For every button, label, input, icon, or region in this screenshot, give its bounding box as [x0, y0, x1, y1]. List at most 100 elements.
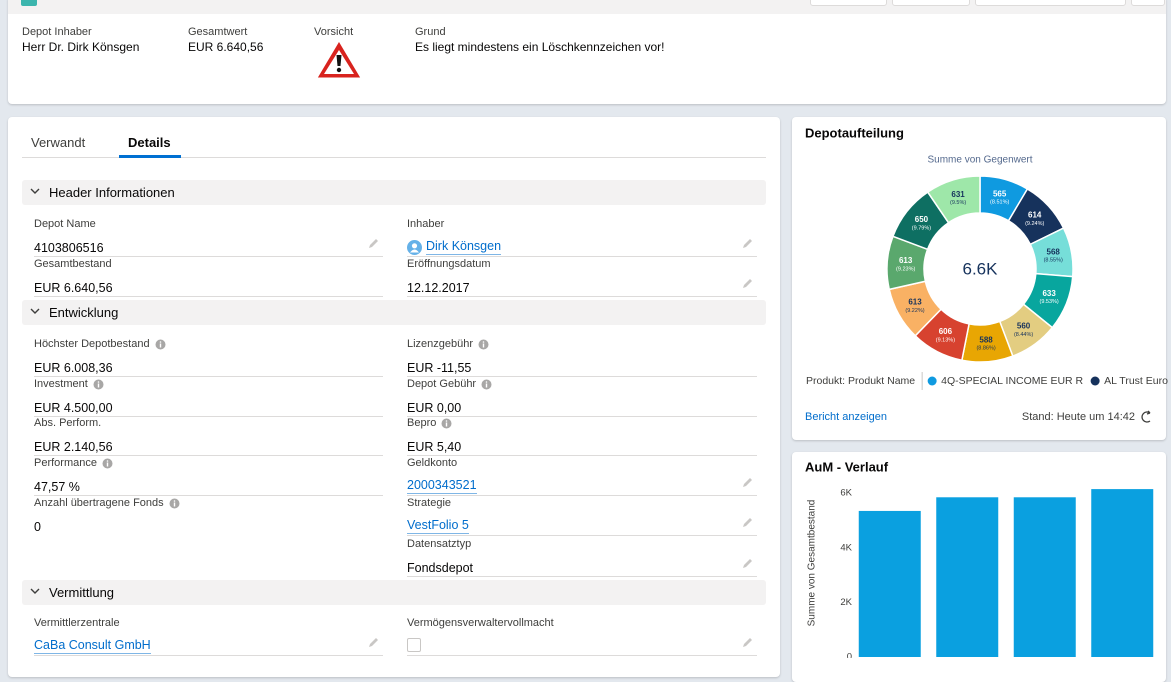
tab-divider — [22, 157, 766, 158]
field-label: Abs. Perform. — [34, 417, 102, 429]
section-title: Entwicklung — [49, 305, 119, 320]
field-value: EUR 0,00 — [407, 401, 462, 415]
segment-percent: (9.13%) — [936, 337, 955, 343]
field-label: Depot Inhaber — [22, 26, 92, 38]
field: Anzahl übertragene Fonds 0 — [34, 496, 383, 535]
field-label: Gesamtbestand — [34, 258, 112, 270]
field-value: 0 — [34, 520, 41, 534]
refresh-icon[interactable] — [1141, 410, 1151, 423]
field-label: Datensatztyp — [407, 538, 472, 550]
field-value: Herr Dr. Dirk Könsgen — [22, 40, 140, 54]
chevron — [30, 588, 40, 594]
tab[interactable]: Verwandt — [31, 135, 86, 150]
edit-icon[interactable] — [742, 278, 753, 289]
edit-icon[interactable] — [742, 238, 753, 249]
field: Depot Gebühr EUR 0,00 — [407, 377, 757, 417]
legend-swatch — [1090, 376, 1100, 386]
field: Depot Name 4103806516 — [34, 217, 383, 257]
edit-icon[interactable] — [368, 238, 379, 249]
field-label: Gesamtwert — [188, 26, 248, 38]
bar — [858, 510, 921, 657]
field-value-row: EUR 6.008,36 — [34, 359, 383, 377]
field-value-row: 47,57 % — [34, 478, 383, 496]
action-button[interactable] — [810, 0, 887, 6]
donut-segment — [926, 175, 981, 224]
field: Bepro EUR 5,40 — [407, 416, 757, 456]
field-value: EUR 6.008,36 — [34, 361, 113, 375]
segment-value: 613 — [899, 256, 913, 265]
section-header[interactable]: Entwicklung — [22, 300, 766, 325]
chevron — [30, 308, 40, 314]
segment-percent: (9.22%) — [905, 308, 924, 314]
info-icon[interactable] — [169, 498, 180, 509]
field: Lizenzgebühr EUR -11,55 — [407, 337, 757, 377]
action-button[interactable] — [892, 0, 970, 6]
field-link[interactable]: VestFolio 5 — [407, 518, 469, 534]
y-tick-label: 6K — [840, 488, 852, 499]
field: Performance 47,57 % — [34, 456, 383, 496]
field-value-row: EUR 0,00 — [407, 399, 757, 417]
record-icon — [21, 0, 37, 6]
field-value: Fondsdepot — [407, 561, 474, 575]
segment-value: 631 — [951, 190, 965, 199]
page: Depot Inhaber Herr Dr. Dirk Könsgen Gesa… — [8, 0, 1169, 682]
segment-percent: (9.24%) — [1025, 221, 1044, 227]
field: Investment EUR 4.500,00 — [34, 377, 383, 417]
info-icon[interactable] — [478, 339, 489, 350]
field-value: 47,57 % — [34, 480, 80, 494]
field-link[interactable]: 2000343521 — [407, 478, 477, 494]
legend-label: 4Q-SPECIAL INCOME EUR R — [941, 375, 1083, 387]
edit-icon[interactable] — [742, 637, 753, 648]
field-value-row: 2000343521 — [407, 478, 757, 494]
field-value-row: EUR 4.500,00 — [34, 399, 383, 417]
y-tick-label: 2K — [840, 597, 852, 608]
field: Inhaber Dirk Könsgen — [407, 217, 757, 257]
edit-icon[interactable] — [742, 517, 753, 528]
info-icon[interactable] — [441, 418, 452, 429]
field-label: Lizenzgebühr — [407, 338, 474, 350]
action-button[interactable] — [975, 0, 1126, 6]
field-value-row: Fondsdepot — [407, 559, 757, 577]
info-icon[interactable] — [481, 379, 492, 390]
field-value: EUR 5,40 — [407, 440, 462, 454]
info-icon[interactable] — [155, 339, 166, 350]
field-value-row: 0 — [34, 518, 383, 536]
legend-title: Produkt: Produkt Name — [806, 375, 915, 387]
segment-percent: (8.44%) — [1014, 332, 1033, 338]
field-value-row: EUR 6.640,56 — [34, 279, 383, 297]
edit-icon[interactable] — [742, 558, 753, 569]
segment-value: 565 — [993, 189, 1007, 198]
segment-percent: (9.5%) — [950, 200, 966, 206]
info-icon[interactable] — [93, 379, 104, 390]
field-value: EUR 2.140,56 — [34, 440, 113, 454]
section-title: Header Informationen — [49, 185, 175, 200]
field-link[interactable]: Dirk Könsgen — [426, 239, 502, 255]
field-value-row: 4103806516 — [34, 239, 383, 257]
section-header[interactable]: Header Informationen — [22, 180, 766, 205]
field-link[interactable]: CaBa Consult GmbH — [34, 638, 151, 654]
checkbox[interactable] — [407, 638, 421, 652]
field-label: Grund — [415, 26, 446, 38]
edit-icon[interactable] — [368, 637, 379, 648]
edit-icon[interactable] — [742, 477, 753, 488]
section-header[interactable]: Vermittlung — [22, 580, 766, 605]
chevron — [30, 188, 40, 194]
info-icon[interactable] — [102, 458, 113, 469]
field-label: Bepro — [407, 417, 437, 429]
field-value-row: VestFolio 5 — [407, 518, 757, 534]
menu-button[interactable] — [1131, 0, 1165, 6]
field-value: EUR 4.500,00 — [34, 401, 113, 415]
field-value-row: EUR 2.140,56 — [34, 438, 383, 456]
field-value: 12.12.2017 — [407, 281, 470, 295]
report-link[interactable]: Bericht anzeigen — [805, 411, 887, 423]
field-label: Investment — [34, 378, 88, 390]
field: Vermittlerzentrale CaBa Consult GmbH — [34, 616, 383, 656]
field-label: Inhaber — [407, 218, 445, 230]
field-value-row — [407, 638, 757, 652]
field-label: Performance — [34, 457, 97, 469]
segment-percent: (8.51%) — [990, 200, 1009, 206]
tab-active[interactable]: Details — [128, 135, 171, 150]
field-value-row: EUR 5,40 — [407, 438, 757, 456]
chart-subtitle: Summe von Gegenwert — [927, 155, 1032, 166]
field: Geldkonto 2000343521 — [407, 456, 757, 496]
